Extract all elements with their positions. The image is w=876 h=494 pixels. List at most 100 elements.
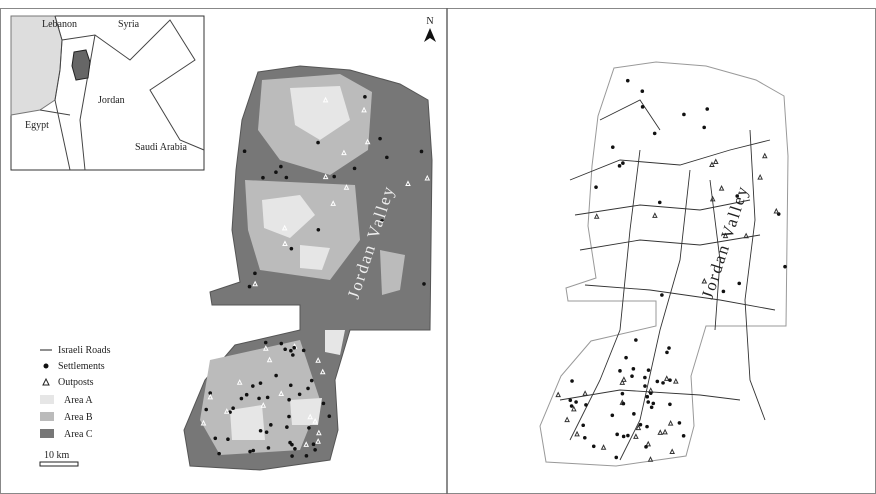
settlement (316, 141, 320, 145)
settlement (217, 452, 221, 456)
settlement (705, 107, 709, 111)
settlement (378, 137, 382, 141)
settlement (737, 282, 741, 286)
settlement (682, 434, 686, 438)
settlement (660, 293, 664, 297)
settlement (332, 175, 336, 179)
settlement (363, 95, 367, 99)
settlement (327, 414, 331, 418)
settlement (243, 149, 247, 153)
legend-label: Area A (64, 395, 93, 406)
inset-map: Lebanon Syria Jordan Egypt Saudi Arabia (11, 16, 204, 170)
settlement (264, 341, 268, 345)
west-bank-inset (72, 50, 90, 80)
settlement (630, 374, 634, 378)
legend-label: Settlements (58, 361, 105, 372)
page: Lebanon Syria Jordan Egypt Saudi Arabia … (0, 0, 876, 494)
settlement (678, 421, 682, 425)
settlement (422, 282, 426, 286)
settlement (285, 425, 289, 429)
settlement (647, 368, 651, 372)
settlement (291, 353, 295, 357)
settlement (644, 445, 648, 449)
settlement (570, 379, 574, 383)
legend-area-b (40, 412, 54, 421)
settlement (213, 436, 217, 440)
inset-label: Egypt (25, 120, 49, 131)
settlement (317, 228, 321, 232)
settlement (204, 408, 208, 412)
settlement (618, 369, 622, 373)
settlement (287, 415, 291, 419)
legend-area-c (40, 429, 54, 438)
settlement (645, 395, 649, 399)
settlement (353, 167, 357, 171)
right-map: Jordan Valley (540, 62, 788, 466)
settlement (682, 113, 686, 117)
settlement (288, 441, 292, 445)
outline (540, 62, 788, 466)
settlement (615, 433, 619, 437)
settlement (783, 265, 787, 269)
settlement (274, 170, 278, 174)
settlement (661, 381, 665, 385)
legend: Israeli Roads Settlements Outposts Area … (40, 345, 111, 466)
settlement (632, 412, 636, 416)
north-arrow: N (424, 16, 436, 42)
settlement (621, 161, 625, 165)
settlement (667, 346, 671, 350)
settlement (310, 379, 314, 383)
settlement (287, 398, 291, 402)
settlement (285, 176, 289, 180)
settlement (594, 185, 598, 189)
settlement (293, 447, 297, 451)
settlement (289, 349, 293, 353)
settlement (641, 105, 645, 109)
north-label: N (426, 16, 433, 27)
settlement (257, 397, 261, 401)
settlement (592, 444, 596, 448)
settlement (722, 290, 726, 294)
settlement (650, 405, 654, 409)
settlement (624, 356, 628, 360)
settlement (279, 165, 283, 169)
settlement (248, 450, 252, 454)
settlement (251, 384, 255, 388)
settlement (267, 446, 271, 450)
settlement (570, 404, 574, 408)
settlement (641, 89, 645, 93)
settlement (305, 454, 309, 458)
figure: Lebanon Syria Jordan Egypt Saudi Arabia … (0, 0, 876, 494)
settlement (643, 384, 647, 388)
legend-label: Area B (64, 412, 93, 423)
settlement (298, 392, 302, 396)
inset-label: Syria (118, 19, 140, 30)
settlement (420, 150, 424, 154)
settlement (290, 247, 294, 251)
settlement (289, 383, 293, 387)
settlement (568, 398, 572, 402)
settlement (306, 387, 310, 391)
settlement (651, 402, 655, 406)
settlement (649, 391, 653, 395)
settlement (266, 396, 270, 400)
left-map: Jordan Valley (184, 66, 432, 470)
settlement (581, 423, 585, 427)
settlement (702, 126, 706, 130)
settlement (584, 403, 588, 407)
settlement (622, 435, 626, 439)
legend-settlement (44, 364, 49, 369)
settlement (245, 393, 249, 397)
settlement (283, 347, 287, 351)
sea (11, 16, 62, 115)
settlement (231, 406, 235, 410)
settlement (313, 448, 317, 452)
settlement (269, 423, 273, 427)
settlement (322, 402, 326, 406)
scale-bar (40, 462, 78, 466)
settlement (302, 349, 306, 353)
settlement (626, 434, 630, 438)
settlement (253, 272, 257, 276)
settlement (259, 429, 263, 433)
settlement (639, 423, 643, 427)
